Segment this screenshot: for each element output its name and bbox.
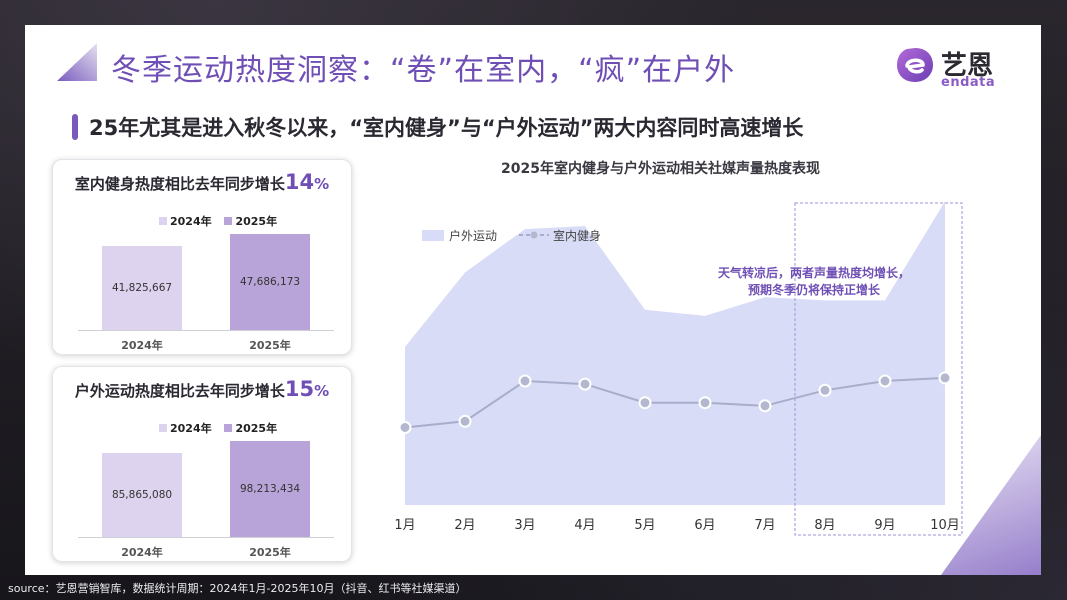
x-tick-label: 4月 — [574, 518, 595, 533]
legend-label: 2025年 — [235, 422, 278, 435]
highlight-box — [794, 202, 963, 536]
line-point — [578, 377, 592, 391]
card-legend: 2024年 2025年 — [159, 420, 286, 436]
bar-2024: 41,825,667 — [102, 246, 182, 330]
series-line-indoor — [404, 376, 946, 429]
legend-item-2024: 2024年 — [159, 215, 212, 228]
legend-label: 2024年 — [170, 215, 212, 228]
legend-swatch-area — [422, 230, 444, 241]
x-tick-label: 3月 — [514, 518, 535, 533]
series-area-outdoor — [405, 201, 945, 505]
growth-percent: 15% — [285, 377, 329, 401]
source-note: source：艺恩营销智库，数据统计周期：2024年1月-2025年10月（抖音… — [8, 582, 467, 595]
line-point — [758, 399, 772, 413]
x-tick-label: 10月 — [930, 518, 960, 533]
card-title: 户外运动热度相比去年同步增长15% — [53, 377, 351, 401]
growth-value: 15 — [284, 377, 315, 401]
legend-label-indoor: 室内健身 — [553, 228, 601, 243]
card-title: 室内健身热度相比去年同步增长14% — [53, 170, 351, 194]
legend-swatch — [159, 217, 167, 225]
legend-label: 2025年 — [235, 215, 278, 228]
growth-percent: 14% — [285, 170, 329, 194]
line-point — [638, 396, 652, 410]
chart-title: 2025年室内健身与户外运动相关社媒声量热度表现 — [501, 161, 820, 177]
line-point — [398, 421, 412, 434]
x-tick-label: 2月 — [454, 518, 475, 533]
legend-item-2025: 2025年 — [224, 422, 277, 435]
bar-chart: 41,825,667 47,686,173 — [78, 222, 334, 331]
annotation-text: 天气转凉后，两者声量热度均增长， — [718, 265, 910, 280]
card-title-text: 室内健身热度相比去年同步增长 — [74, 175, 285, 193]
legend-swatch — [224, 424, 233, 432]
x-tick-label: 5月 — [634, 518, 655, 533]
card-title-text: 户外运动热度相比去年同步增长 — [74, 382, 285, 400]
legend-label: 2024年 — [170, 422, 212, 435]
x-label-2025: 2025年 — [249, 546, 291, 559]
legend-swatch — [159, 424, 167, 432]
line-point — [458, 414, 472, 428]
legend-swatch-marker — [530, 231, 538, 239]
slide: 冬季运动热度洞察：“卷”在室内，“疯”在户外 艺恩 endata 25年尤其是进… — [25, 25, 1041, 575]
bar-2025: 47,686,173 — [230, 234, 310, 330]
axis-baseline — [78, 537, 334, 538]
x-tick-label: 9月 — [874, 518, 895, 533]
endata-logo-icon — [897, 48, 933, 82]
line-point — [818, 383, 832, 397]
bar-chart: 85,865,080 98,213,434 — [78, 429, 334, 538]
percent-sign: % — [314, 175, 330, 193]
trend-chart: 天气转凉后，两者声量热度均增长， 预期冬季仍将保持正增长 1月 2月 3月 4月 5月 6月 7… — [394, 201, 963, 536]
x-tick-label: 7月 — [754, 518, 775, 533]
bar-2025: 98,213,434 — [230, 441, 310, 537]
x-label-2024: 2024年 — [121, 546, 163, 559]
indoor-fitness-card: 室内健身热度相比去年同步增长14% 2024年 2025年 41,825,667… — [52, 159, 352, 355]
percent-sign: % — [314, 382, 330, 400]
line-point — [518, 374, 532, 388]
x-label-2025: 2025年 — [249, 339, 291, 352]
axis-baseline — [78, 330, 334, 331]
page-title: 冬季运动热度洞察：“卷”在室内，“疯”在户外 — [111, 53, 736, 88]
line-point — [938, 371, 952, 385]
logo-text-en: endata — [941, 75, 996, 90]
x-label-2024: 2024年 — [121, 339, 163, 352]
bar-2024: 85,865,080 — [102, 453, 182, 537]
legend-swatch — [224, 217, 233, 225]
legend-item-2025: 2025年 — [224, 215, 277, 228]
subtitle-accent-bar — [72, 114, 78, 140]
annotation-text: 预期冬季仍将保持正增长 — [748, 282, 881, 297]
growth-value: 14 — [284, 170, 315, 194]
legend-item-2024: 2024年 — [159, 422, 212, 435]
legend-label-outdoor: 户外运动 — [449, 228, 497, 243]
x-tick-label: 1月 — [394, 518, 415, 533]
card-legend: 2024年 2025年 — [159, 213, 286, 229]
logo-text-cn: 艺恩 — [941, 51, 994, 81]
x-tick-label: 8月 — [814, 518, 835, 533]
triangle-icon — [57, 43, 97, 81]
subtitle: 25年尤其是进入秋冬以来，“室内健身”与“户外运动”两大内容同时高速增长 — [89, 116, 804, 140]
line-point — [698, 396, 712, 410]
x-tick-label: 6月 — [694, 518, 715, 533]
outdoor-sports-card: 户外运动热度相比去年同步增长15% 2024年 2025年 85,865,080… — [52, 366, 352, 562]
logo: 艺恩 endata — [895, 43, 1015, 93]
line-point — [878, 374, 892, 388]
